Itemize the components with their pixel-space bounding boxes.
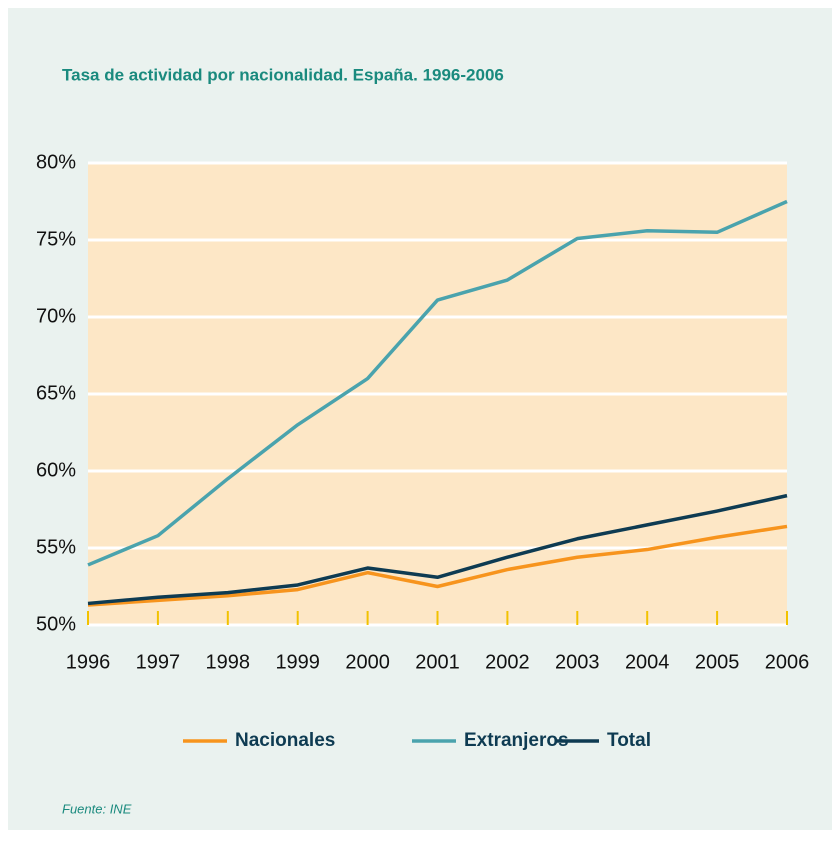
x-tick-label: 2004	[625, 651, 670, 673]
legend-label: Nacionales	[235, 730, 335, 751]
y-tick-label: 50%	[36, 613, 76, 635]
y-tick-label: 70%	[36, 305, 76, 327]
chart-title: Tasa de actividad por nacionalidad. Espa…	[62, 65, 504, 84]
x-tick-label: 2005	[695, 651, 740, 673]
x-tick-label: 1997	[136, 651, 181, 673]
legend-label: Extranjeros	[464, 730, 569, 751]
x-tick-label: 1999	[275, 651, 320, 673]
y-tick-label: 75%	[36, 228, 76, 250]
source: Fuente: INE	[62, 801, 132, 816]
x-tick-label: 2006	[765, 651, 810, 673]
y-tick-label: 80%	[36, 151, 76, 173]
y-tick-label: 55%	[36, 536, 76, 558]
x-tick-label: 1998	[206, 651, 251, 673]
x-tick-label: 2002	[485, 651, 530, 673]
x-tick-label: 1996	[66, 651, 111, 673]
series-line	[87, 199, 788, 567]
y-tick-label: 60%	[36, 459, 76, 481]
y-tick-label: 65%	[36, 382, 76, 404]
x-tick-label: 2000	[345, 651, 390, 673]
series-line	[87, 493, 788, 606]
legend-label: Total	[607, 730, 651, 751]
x-tick-label: 2003	[555, 651, 600, 673]
series-line	[87, 524, 788, 607]
x-tick-label: 2001	[415, 651, 460, 673]
